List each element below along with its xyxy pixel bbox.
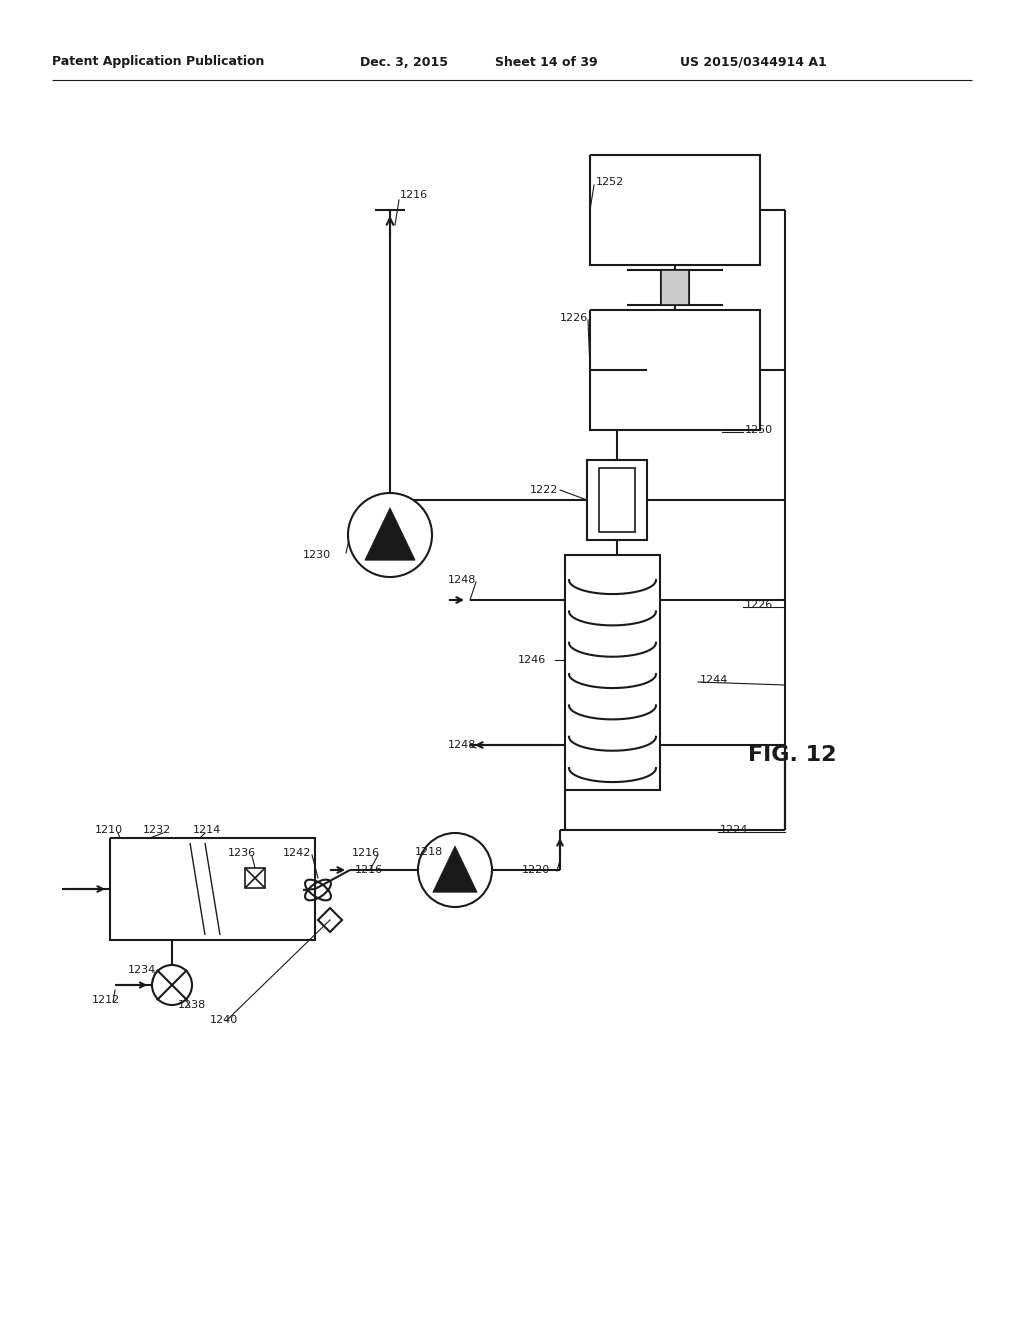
Bar [245, 869, 265, 888]
Polygon shape [365, 508, 415, 560]
Text: 1226: 1226 [745, 601, 773, 610]
Text: 1222: 1222 [530, 484, 558, 495]
Text: 1242: 1242 [283, 847, 311, 858]
Polygon shape [433, 846, 477, 892]
Text: 1234: 1234 [128, 965, 157, 975]
Text: 1240: 1240 [210, 1015, 239, 1026]
Text: 1216: 1216 [352, 847, 380, 858]
Circle shape [418, 833, 492, 907]
Text: 1248: 1248 [449, 576, 476, 585]
Text: 1210: 1210 [95, 825, 123, 836]
Text: 1244: 1244 [700, 675, 728, 685]
Text: 1226: 1226 [560, 313, 588, 323]
Text: 1232: 1232 [143, 825, 171, 836]
Bar [662, 271, 689, 305]
Text: 1216: 1216 [400, 190, 428, 201]
Text: 1212: 1212 [92, 995, 120, 1005]
Text: 1216: 1216 [355, 865, 383, 875]
Text: Sheet 14 of 39: Sheet 14 of 39 [495, 55, 598, 69]
Text: 1252: 1252 [596, 177, 625, 187]
Text: 1220: 1220 [522, 865, 550, 875]
Text: 1218: 1218 [415, 847, 443, 857]
Bar [599, 469, 635, 532]
Bar [587, 459, 647, 540]
Text: 1236: 1236 [228, 847, 256, 858]
Text: 1230: 1230 [303, 550, 331, 560]
Text: 1248: 1248 [449, 741, 476, 750]
Text: 1214: 1214 [193, 825, 221, 836]
Text: Patent Application Publication: Patent Application Publication [52, 55, 264, 69]
Text: 1246: 1246 [518, 655, 546, 665]
Text: 1224: 1224 [720, 825, 749, 836]
Text: Dec. 3, 2015: Dec. 3, 2015 [360, 55, 449, 69]
Text: US 2015/0344914 A1: US 2015/0344914 A1 [680, 55, 826, 69]
Text: 1250: 1250 [745, 425, 773, 436]
Bar [565, 554, 660, 789]
Circle shape [348, 492, 432, 577]
Text: 1238: 1238 [178, 1001, 206, 1010]
Text: FIG. 12: FIG. 12 [748, 744, 837, 766]
